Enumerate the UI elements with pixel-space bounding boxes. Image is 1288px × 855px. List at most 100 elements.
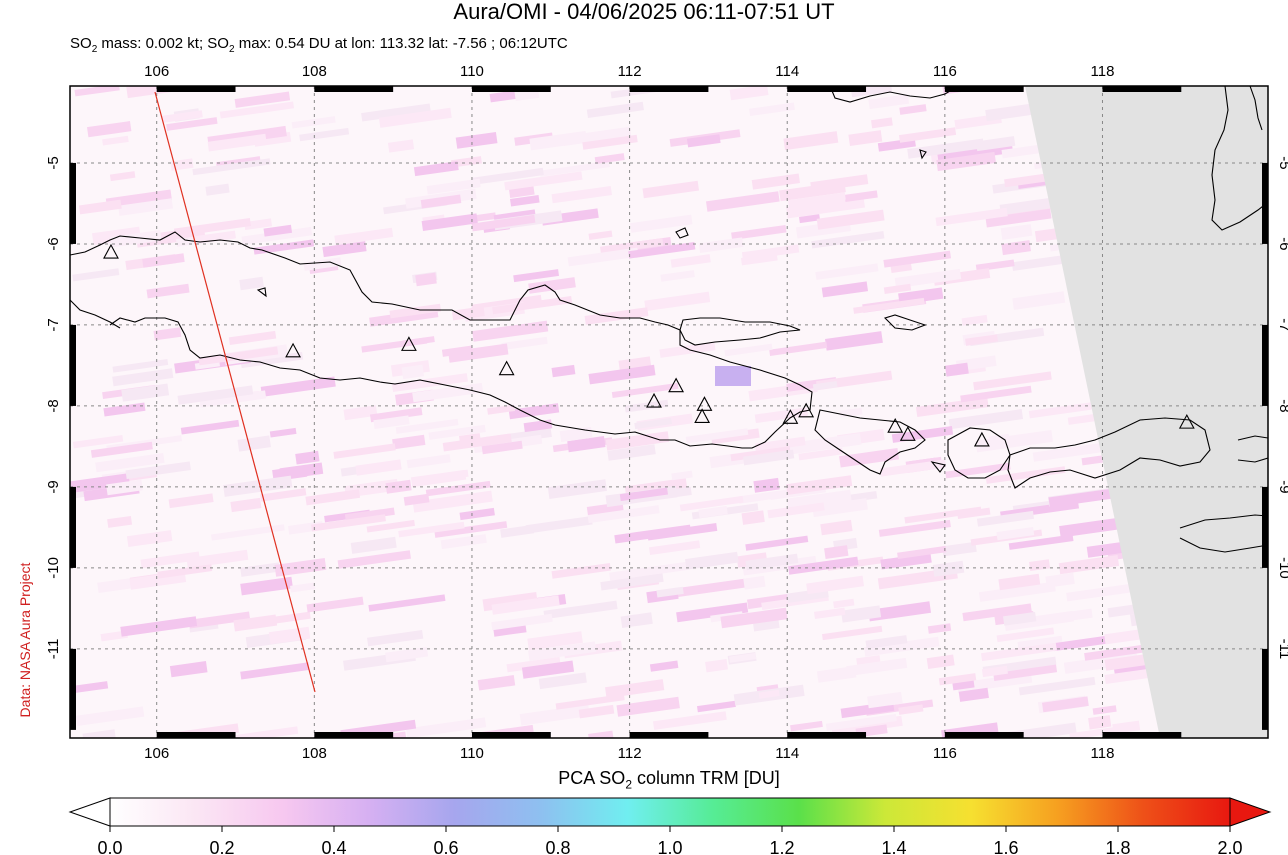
- triangle-outline-icon: [668, 377, 685, 393]
- so2-pixel: [844, 190, 878, 203]
- so2-pixel: [824, 545, 849, 559]
- so2-pixel: [161, 110, 203, 123]
- so2-pixel: [193, 230, 236, 245]
- so2-pixel: [525, 516, 593, 534]
- so2-pixel: [729, 86, 769, 101]
- so2-pixel: [539, 160, 610, 177]
- frame-bar: [70, 162, 76, 244]
- so2-pixel: [401, 364, 425, 380]
- so2-pixel: [392, 434, 426, 450]
- so2-pixel: [334, 227, 394, 246]
- so2-pixel: [935, 207, 1008, 227]
- frame-bar: [471, 86, 551, 92]
- so2-pixel: [999, 196, 1062, 216]
- lon-tick-label-bottom: 114: [775, 745, 799, 760]
- so2-pixel: [671, 470, 693, 481]
- so2-pixel: [942, 541, 977, 557]
- so2-pixel: [153, 327, 182, 341]
- so2-pixel: [1053, 634, 1118, 652]
- so2-pixel: [72, 268, 120, 282]
- lon-tick-label-top: 112: [618, 63, 642, 80]
- so2-pixel: [798, 447, 843, 461]
- so2-pixel: [472, 167, 544, 185]
- so2-pixel: [975, 429, 1054, 453]
- so2-pixel: [965, 334, 998, 346]
- so2-pixel: [743, 575, 766, 590]
- so2-pixel: [816, 209, 885, 230]
- so2-pixel: [421, 213, 478, 232]
- so2-pixel: [594, 153, 625, 165]
- so2-pixel: [698, 237, 744, 254]
- so2-pixel: [1066, 583, 1133, 602]
- so2-pixel: [841, 605, 882, 623]
- so2-pixel: [451, 306, 485, 321]
- so2-pixel: [70, 473, 130, 493]
- so2-pixel: [945, 362, 969, 377]
- lon-tick-label-bottom: 112: [618, 745, 642, 760]
- so2-pixel: [899, 127, 957, 143]
- so2-pixel: [915, 396, 989, 418]
- so2-pixel: [295, 450, 320, 465]
- so2-pixel: [758, 689, 780, 699]
- frame-bar: [70, 486, 76, 568]
- so2-pixel: [1032, 442, 1108, 462]
- so2-pixel: [653, 711, 727, 730]
- so2-pixel: [822, 625, 883, 641]
- so2-pixel: [350, 536, 397, 554]
- so2-pixel: [174, 217, 251, 237]
- so2-pixel: [333, 443, 396, 459]
- so2-pixel: [787, 192, 846, 208]
- so2-pixel: [588, 364, 656, 385]
- so2-pixel: [899, 104, 927, 115]
- frame-bar: [70, 648, 76, 730]
- so2-pixel: [1000, 224, 1033, 240]
- so2-pixel: [389, 303, 442, 319]
- so2-pixel: [210, 524, 285, 541]
- lon-tick-label-bottom: 108: [302, 745, 327, 760]
- so2-pixel: [112, 358, 169, 373]
- so2-pixel: [425, 480, 491, 497]
- so2-pixel: [370, 407, 423, 423]
- so2-pixel: [786, 475, 853, 495]
- so2-pixel: [821, 281, 869, 298]
- so2-pixel: [741, 510, 765, 525]
- so2-pixel: [82, 729, 116, 738]
- so2-pixel: [387, 139, 415, 153]
- so2-pixel: [107, 515, 133, 528]
- so2-pixel: [70, 681, 109, 694]
- so2-pixel: [303, 257, 342, 271]
- so2-pixel: [205, 183, 230, 196]
- so2-pixel: [609, 561, 688, 581]
- so2-pixel: [985, 466, 1066, 484]
- so2-pixel: [724, 343, 773, 357]
- so2-pixel: [230, 497, 262, 513]
- so2-pixel: [405, 717, 487, 738]
- so2-pixel: [812, 381, 838, 391]
- lat-tick-label-left: -5: [45, 156, 62, 169]
- so2-pixel: [440, 534, 487, 550]
- so2-pixel: [743, 449, 795, 466]
- colorbar-tick-label: 0.8: [545, 838, 570, 855]
- so2-pixel: [366, 519, 415, 533]
- frame-bar: [787, 732, 867, 738]
- lon-tick-label-top: 114: [775, 63, 799, 80]
- so2-pixel: [788, 556, 859, 575]
- colorbar-tick-label: 0.2: [209, 838, 234, 855]
- so2-pixel: [428, 424, 486, 440]
- so2-pixel: [1058, 555, 1120, 575]
- frame-bar: [629, 732, 709, 738]
- so2-pixel: [811, 231, 885, 249]
- frame-bar: [156, 732, 236, 738]
- triangle-outline-icon: [782, 409, 799, 424]
- so2-pixel: [745, 553, 799, 571]
- so2-pixel: [188, 611, 251, 629]
- so2-pixel: [985, 208, 1052, 228]
- so2-pixel: [611, 382, 679, 399]
- so2-pixel: [413, 161, 459, 177]
- frame-bar: [944, 86, 1024, 92]
- colorbar-tick-label: 1.2: [769, 838, 794, 855]
- so2-pixel: [72, 434, 124, 449]
- so2-pixel: [1004, 610, 1074, 631]
- so2-pixel: [105, 189, 172, 209]
- so2-pixel: [106, 479, 143, 496]
